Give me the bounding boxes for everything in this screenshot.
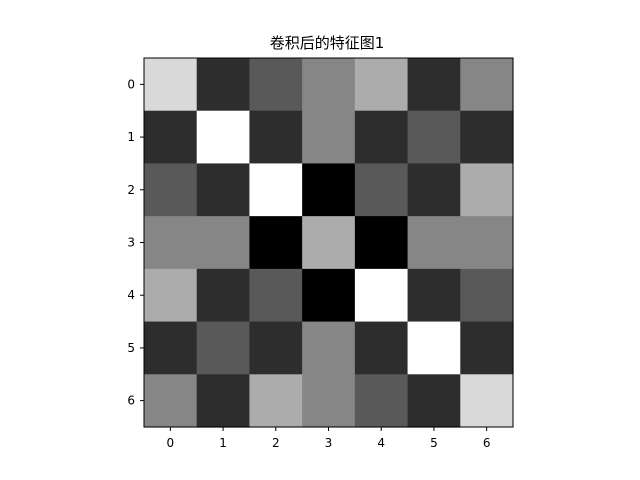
x-tick-label-4: 4 xyxy=(377,436,385,450)
heatmap-cell-r1-c0 xyxy=(144,111,197,164)
heatmap-cell-r6-c2 xyxy=(249,374,302,427)
heatmap-cell-r0-c5 xyxy=(408,58,461,111)
heatmap-cell-r5-c2 xyxy=(249,322,302,375)
y-tick-label-1: 1 xyxy=(127,130,135,144)
heatmap-cell-r5-c1 xyxy=(197,322,250,375)
heatmap-cell-r4-c1 xyxy=(197,269,250,322)
heatmap-cell-r2-c6 xyxy=(460,163,513,216)
heatmap-cell-r6-c6 xyxy=(460,374,513,427)
heatmap-cell-r2-c2 xyxy=(249,163,302,216)
chart-title: 卷积后的特征图1 xyxy=(270,34,385,52)
y-tick-label-0: 0 xyxy=(127,77,135,91)
heatmap-cell-r4-c2 xyxy=(249,269,302,322)
heatmap-cell-r5-c0 xyxy=(144,322,197,375)
heatmap-cell-r1-c5 xyxy=(408,111,461,164)
heatmap-cell-r3-c3 xyxy=(302,216,355,269)
heatmap-cell-r5-c6 xyxy=(460,322,513,375)
y-tick-label-3: 3 xyxy=(127,236,135,250)
heatmap-cell-r0-c0 xyxy=(144,58,197,111)
heatmap-cell-r2-c5 xyxy=(408,163,461,216)
heatmap-cell-r1-c1 xyxy=(197,111,250,164)
x-tick-label-1: 1 xyxy=(219,436,227,450)
heatmap-cell-r1-c3 xyxy=(302,111,355,164)
x-tick-label-6: 6 xyxy=(483,436,491,450)
heatmap-cells xyxy=(144,58,514,428)
y-axis: 0 1 2 3 4 5 6 xyxy=(127,77,144,407)
heatmap-cell-r3-c2 xyxy=(249,216,302,269)
x-axis: 0 1 2 3 4 5 6 xyxy=(167,427,491,450)
heatmap-cell-r0-c3 xyxy=(302,58,355,111)
heatmap-cell-r2-c3 xyxy=(302,163,355,216)
heatmap-cell-r0-c2 xyxy=(249,58,302,111)
heatmap-cell-r0-c1 xyxy=(197,58,250,111)
heatmap-cell-r5-c3 xyxy=(302,322,355,375)
heatmap-cell-r6-c0 xyxy=(144,374,197,427)
heatmap-cell-r6-c1 xyxy=(197,374,250,427)
heatmap-cell-r0-c4 xyxy=(355,58,408,111)
y-tick-label-4: 4 xyxy=(127,288,135,302)
heatmap-cell-r5-c4 xyxy=(355,322,408,375)
heatmap-cell-r2-c1 xyxy=(197,163,250,216)
x-tick-label-2: 2 xyxy=(272,436,280,450)
heatmap-cell-r3-c4 xyxy=(355,216,408,269)
heatmap-cell-r2-c0 xyxy=(144,163,197,216)
heatmap-cell-r1-c4 xyxy=(355,111,408,164)
x-tick-label-5: 5 xyxy=(430,436,438,450)
y-tick-label-6: 6 xyxy=(127,394,135,408)
heatmap-cell-r0-c6 xyxy=(460,58,513,111)
heatmap-cell-r6-c5 xyxy=(408,374,461,427)
heatmap-cell-r5-c5 xyxy=(408,322,461,375)
y-tick-label-2: 2 xyxy=(127,183,135,197)
x-tick-label-0: 0 xyxy=(167,436,175,450)
x-tick-label-3: 3 xyxy=(325,436,333,450)
y-tick-label-5: 5 xyxy=(127,341,135,355)
heatmap-cell-r1-c6 xyxy=(460,111,513,164)
heatmap-cell-r3-c0 xyxy=(144,216,197,269)
heatmap-cell-r6-c3 xyxy=(302,374,355,427)
heatmap-cell-r3-c6 xyxy=(460,216,513,269)
heatmap-cell-r4-c0 xyxy=(144,269,197,322)
heatmap-cell-r4-c6 xyxy=(460,269,513,322)
heatmap-cell-r6-c4 xyxy=(355,374,408,427)
heatmap-cell-r4-c5 xyxy=(408,269,461,322)
heatmap-cell-r1-c2 xyxy=(249,111,302,164)
heatmap-cell-r4-c4 xyxy=(355,269,408,322)
heatmap-cell-r3-c5 xyxy=(408,216,461,269)
heatmap-cell-r3-c1 xyxy=(197,216,250,269)
heatmap-cell-r4-c3 xyxy=(302,269,355,322)
heatmap-cell-r2-c4 xyxy=(355,163,408,216)
